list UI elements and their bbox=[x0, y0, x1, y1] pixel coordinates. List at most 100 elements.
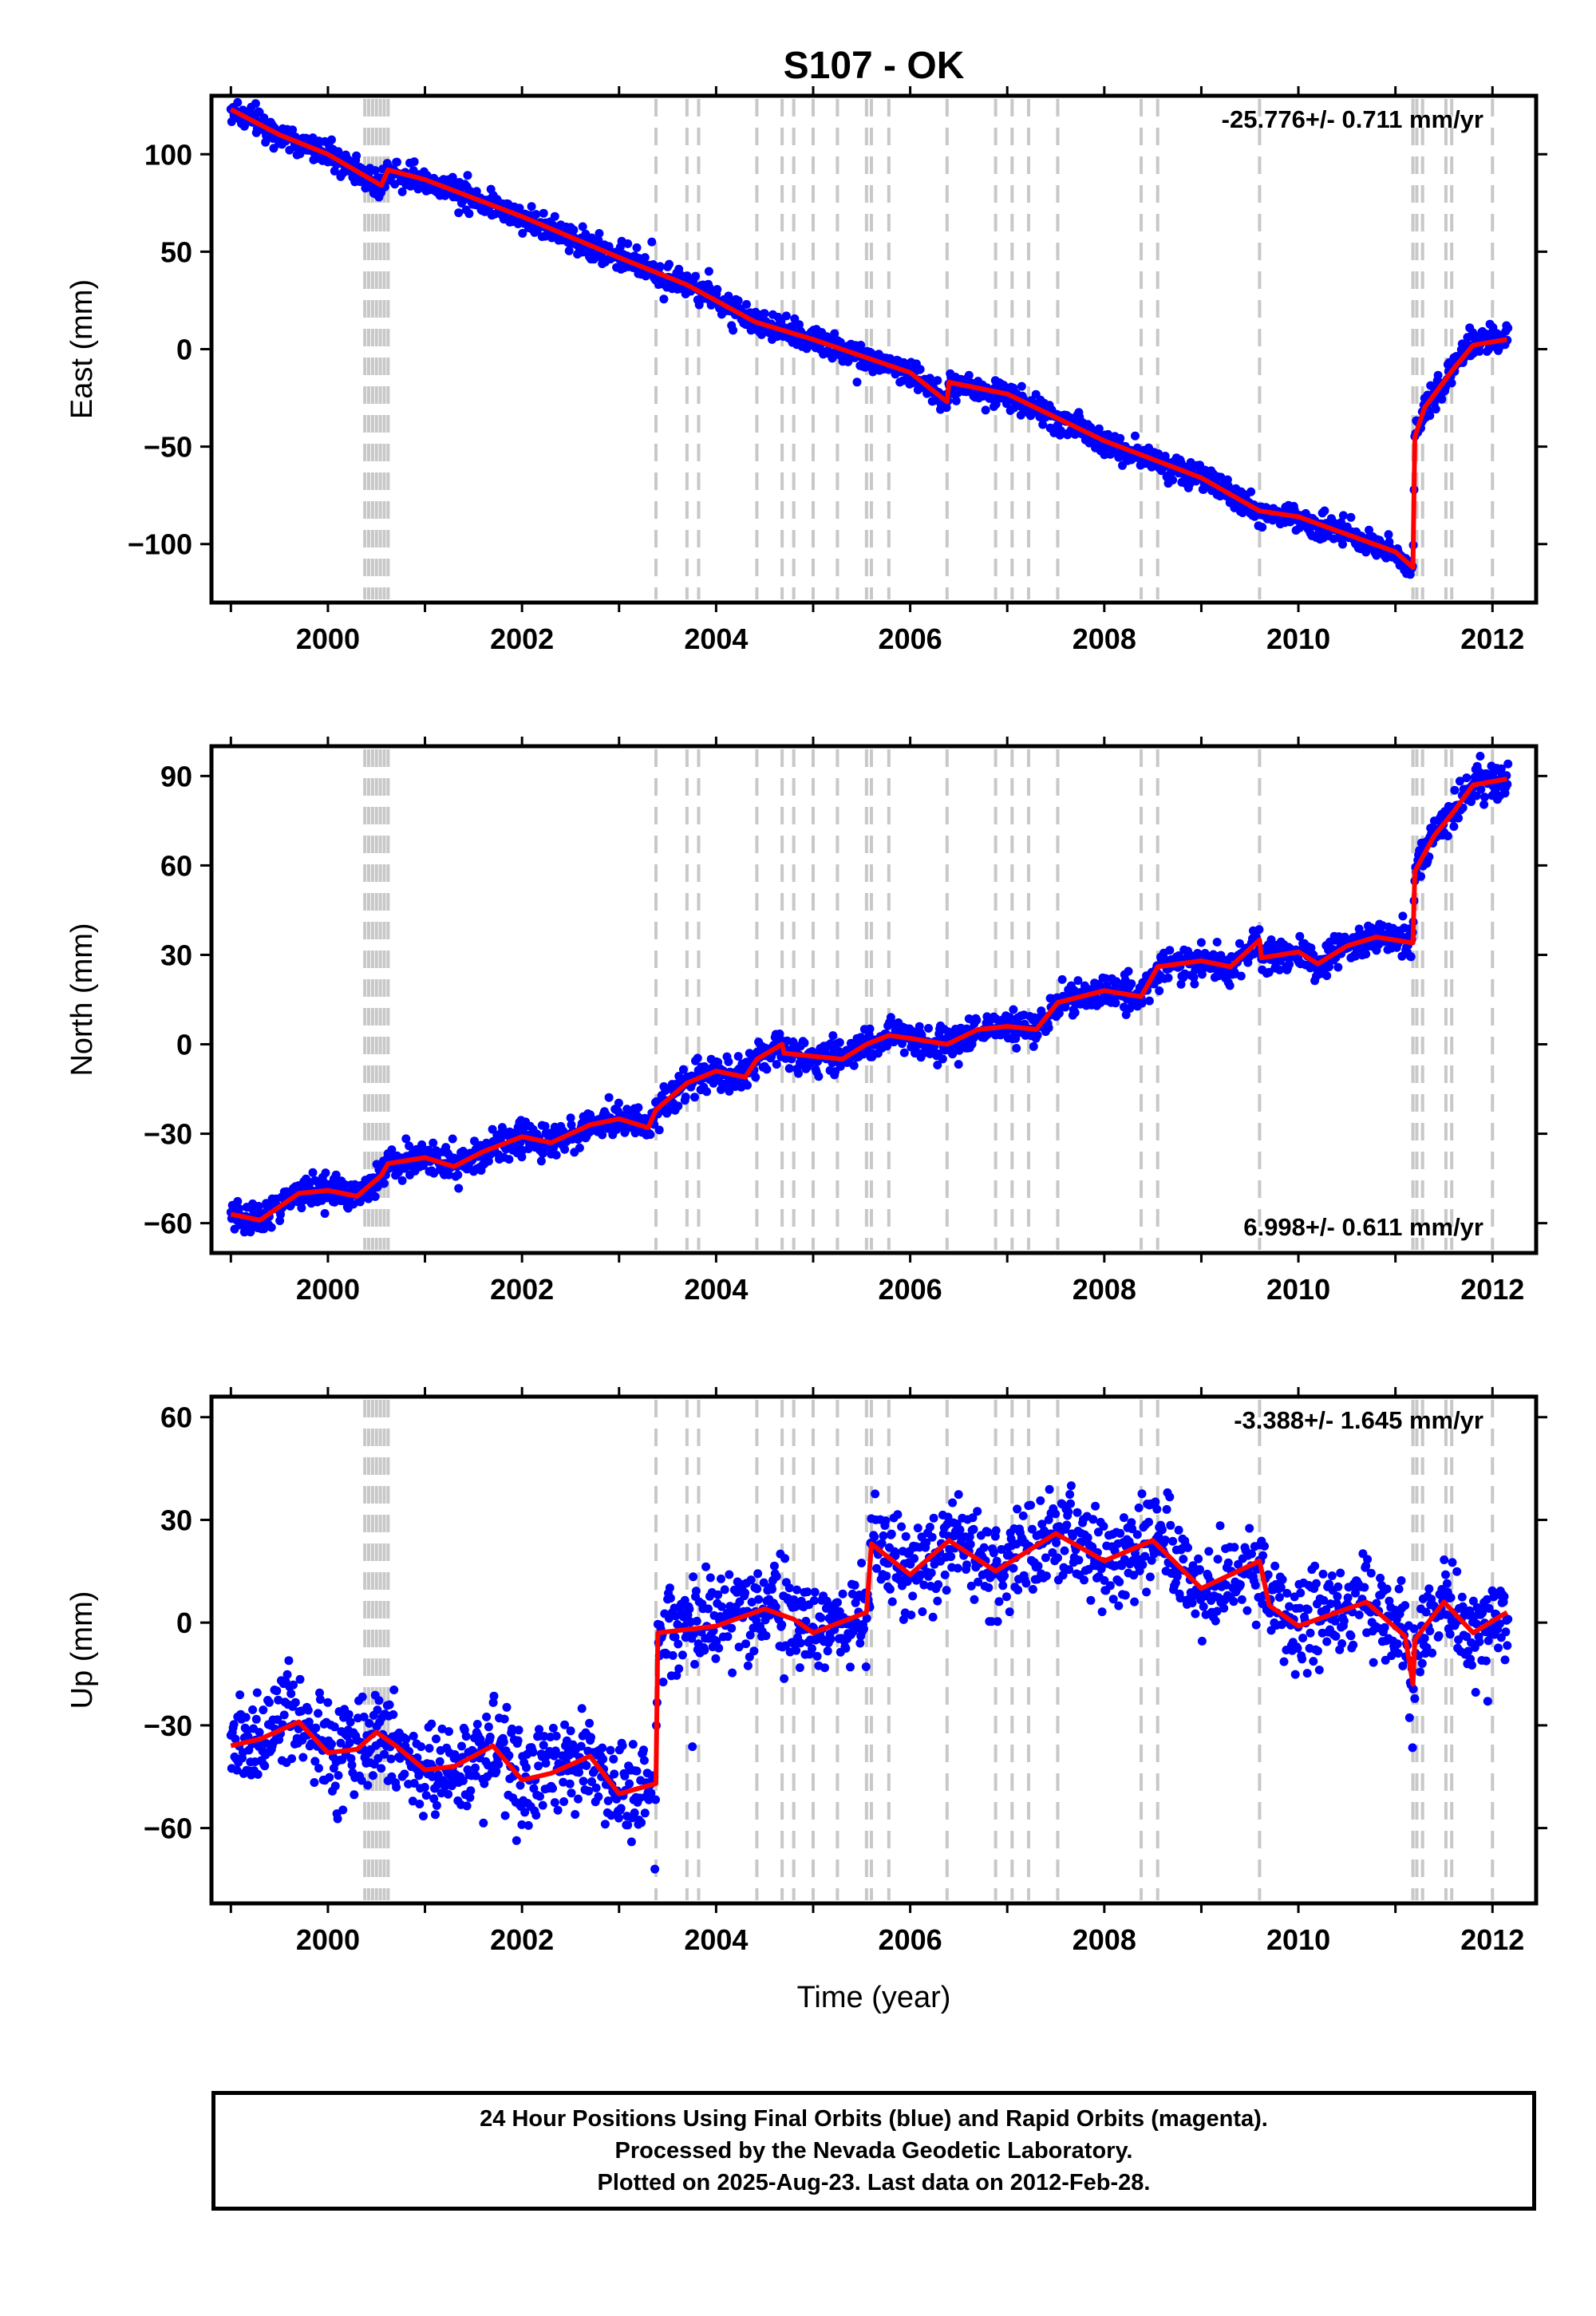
data-point bbox=[741, 1639, 751, 1649]
data-point bbox=[893, 1510, 903, 1520]
data-point bbox=[577, 1704, 587, 1713]
data-point bbox=[973, 1507, 982, 1516]
data-point bbox=[1053, 1553, 1062, 1563]
data-point bbox=[1120, 1591, 1130, 1600]
y-tick-label: 100 bbox=[144, 138, 192, 171]
data-point bbox=[248, 1705, 258, 1714]
data-point bbox=[419, 1812, 428, 1821]
data-point bbox=[488, 1124, 497, 1134]
data-point bbox=[241, 1713, 251, 1722]
data-point bbox=[401, 1734, 411, 1744]
data-point bbox=[772, 1571, 781, 1581]
data-point bbox=[347, 1761, 357, 1770]
data-point bbox=[610, 1769, 619, 1779]
data-point bbox=[933, 1061, 942, 1069]
data-point bbox=[729, 326, 738, 335]
data-point bbox=[828, 1031, 838, 1041]
data-point bbox=[655, 262, 665, 271]
data-point bbox=[725, 1086, 734, 1096]
data-point bbox=[691, 1587, 701, 1596]
data-point bbox=[574, 1794, 583, 1804]
data-point bbox=[315, 1695, 325, 1704]
data-point bbox=[862, 1614, 871, 1623]
data-point bbox=[536, 1156, 546, 1166]
data-point bbox=[954, 1045, 964, 1055]
data-point bbox=[232, 1765, 242, 1775]
data-point bbox=[538, 1800, 547, 1810]
data-point bbox=[948, 1049, 958, 1059]
data-point bbox=[374, 1696, 384, 1705]
data-point bbox=[673, 1620, 682, 1629]
data-point bbox=[346, 1717, 355, 1727]
y-tick-label: 30 bbox=[160, 939, 192, 971]
data-point bbox=[881, 1516, 891, 1525]
data-point bbox=[717, 1574, 725, 1583]
data-point bbox=[463, 171, 472, 180]
data-point bbox=[231, 1734, 240, 1744]
data-point bbox=[450, 1750, 460, 1759]
data-point bbox=[791, 1602, 800, 1611]
data-point bbox=[913, 1524, 922, 1533]
data-point bbox=[620, 1771, 630, 1780]
data-point bbox=[1384, 530, 1393, 539]
data-point bbox=[714, 1643, 724, 1653]
data-point bbox=[514, 1725, 523, 1735]
data-point bbox=[1130, 1597, 1140, 1607]
data-point bbox=[955, 1525, 965, 1535]
data-point bbox=[420, 1783, 429, 1792]
data-point bbox=[1021, 1579, 1031, 1588]
data-point bbox=[1425, 411, 1435, 421]
data-point bbox=[1274, 965, 1284, 974]
data-point bbox=[1083, 1533, 1092, 1543]
data-point bbox=[1295, 931, 1305, 941]
data-point bbox=[284, 1656, 294, 1666]
data-point bbox=[742, 299, 751, 309]
data-point bbox=[689, 1629, 699, 1638]
data-point bbox=[1263, 1570, 1273, 1579]
data-point bbox=[857, 1559, 867, 1567]
data-point bbox=[1503, 780, 1512, 789]
data-point bbox=[1147, 1555, 1156, 1565]
data-point bbox=[421, 1791, 431, 1800]
data-point bbox=[814, 1072, 824, 1081]
data-point bbox=[358, 1692, 367, 1701]
data-point bbox=[705, 1573, 715, 1583]
data-point bbox=[535, 1792, 544, 1801]
data-point bbox=[1029, 1041, 1038, 1051]
data-point bbox=[998, 1581, 1008, 1591]
data-point bbox=[640, 1808, 650, 1818]
data-point bbox=[334, 1771, 343, 1780]
data-point bbox=[551, 1731, 561, 1741]
data-point bbox=[1100, 1575, 1109, 1585]
data-point bbox=[822, 1596, 832, 1606]
data-point bbox=[760, 309, 769, 318]
x-tick-label: 2002 bbox=[490, 622, 554, 655]
data-point bbox=[380, 1179, 389, 1188]
data-point bbox=[1472, 791, 1481, 800]
data-point bbox=[251, 1714, 261, 1724]
data-point bbox=[1066, 1481, 1076, 1491]
data-point bbox=[1260, 1541, 1269, 1551]
data-point bbox=[1041, 1553, 1050, 1563]
data-point bbox=[368, 1771, 377, 1780]
data-point bbox=[745, 1652, 754, 1662]
data-point bbox=[476, 1735, 485, 1744]
data-point bbox=[437, 1724, 447, 1733]
data-point bbox=[609, 1754, 618, 1764]
data-point bbox=[370, 166, 380, 176]
data-point bbox=[325, 1773, 334, 1782]
data-point bbox=[327, 1739, 336, 1749]
data-point bbox=[350, 1790, 359, 1800]
data-point bbox=[1124, 966, 1133, 976]
data-point bbox=[1320, 506, 1329, 516]
data-point bbox=[1011, 1034, 1021, 1043]
data-point bbox=[933, 1596, 942, 1606]
data-point bbox=[741, 1588, 750, 1598]
data-point bbox=[1236, 971, 1246, 981]
data-point bbox=[754, 1595, 764, 1604]
data-point bbox=[962, 1560, 971, 1570]
data-point bbox=[453, 1170, 463, 1180]
data-point bbox=[823, 1646, 832, 1656]
data-point bbox=[272, 1686, 282, 1696]
